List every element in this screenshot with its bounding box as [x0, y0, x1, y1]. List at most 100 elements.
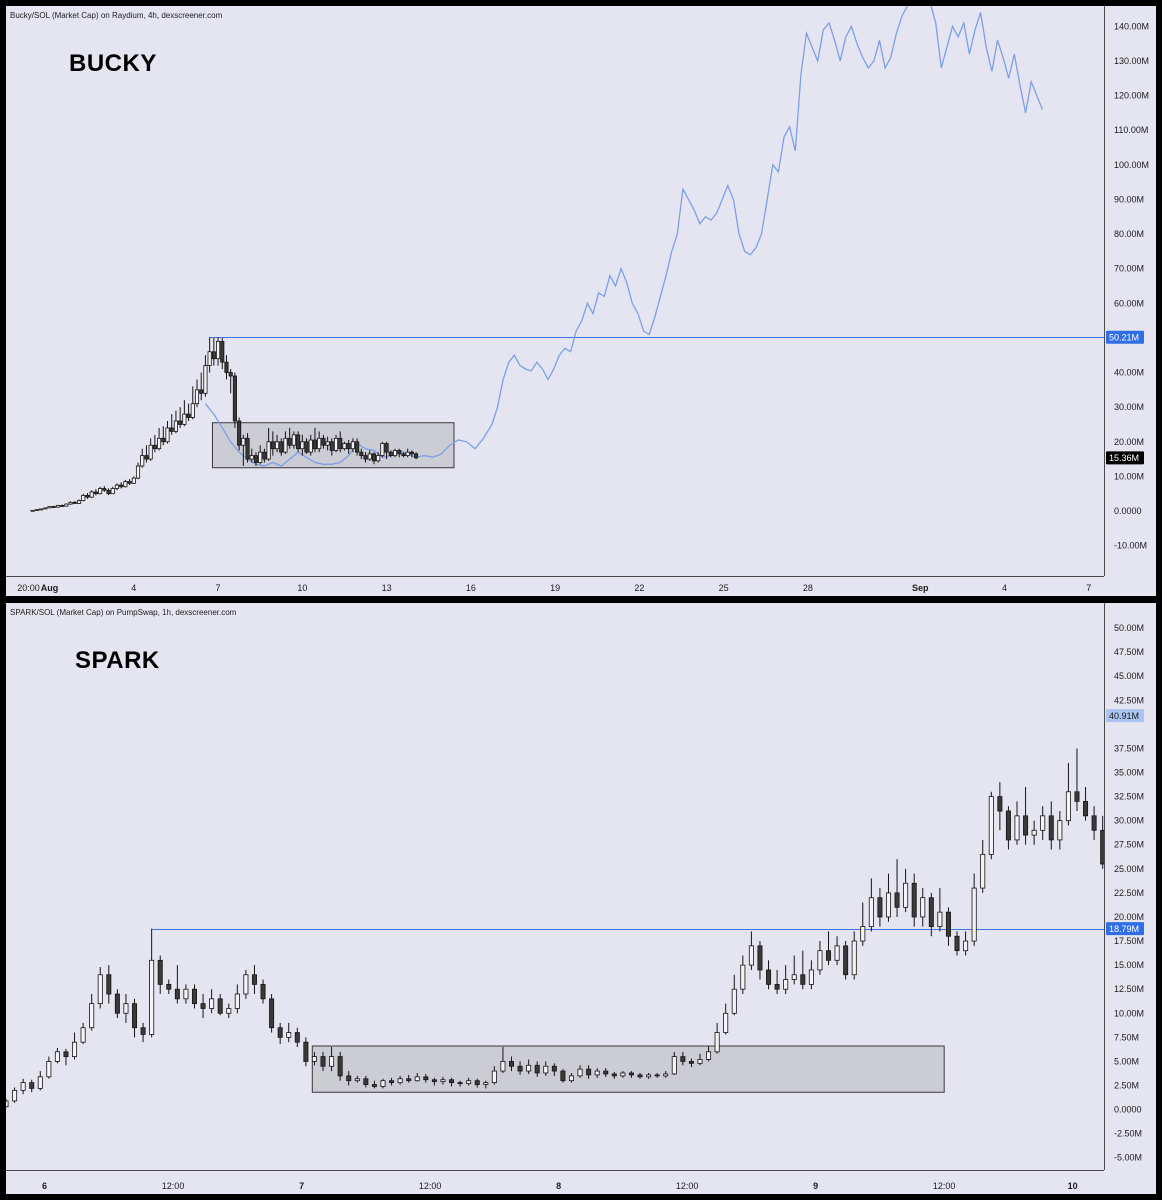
plot-area: [30, 6, 1104, 512]
candle-body: [123, 481, 128, 488]
candle-body: [560, 1070, 566, 1082]
candle-body: [217, 998, 223, 1014]
candle-body: [152, 444, 157, 450]
y-tick-label: -10.00M: [1114, 541, 1147, 551]
candle-body: [885, 892, 891, 918]
candle-body: [320, 1056, 326, 1067]
x-tick-label: 12:00: [676, 1181, 699, 1191]
candle-body: [140, 455, 145, 467]
x-tick-label: 25: [719, 583, 729, 593]
x-tick-label: 6: [42, 1181, 47, 1191]
candle-body: [954, 935, 960, 952]
resistance-price-badge: [1106, 922, 1144, 936]
candle-body: [1023, 815, 1029, 836]
candle-body: [868, 897, 874, 927]
candle-body: [209, 998, 215, 1009]
plot-area: [6, 748, 1104, 1108]
candle-body: [228, 372, 233, 377]
candle-body: [329, 1056, 335, 1067]
candle-body: [945, 911, 951, 937]
x-tick-label: 9: [813, 1181, 818, 1191]
candle-body: [224, 361, 229, 373]
ticker-title: SPARK: [75, 647, 160, 674]
candle-body: [500, 1061, 506, 1072]
candle-body: [283, 437, 288, 453]
candle-body: [414, 1076, 420, 1082]
candle-body: [89, 491, 94, 498]
candle-body: [47, 506, 52, 509]
candle-body: [119, 484, 124, 488]
candle-body: [748, 945, 754, 966]
candle-body: [376, 455, 381, 462]
spark-chart-plot[interactable]: 50.00M 47.50M 45.00M 42.50M 37.50M 35.00M 32.5…: [6, 603, 1156, 1194]
candle-body: [346, 443, 351, 450]
candle-body: [688, 1061, 694, 1064]
candle-body: [338, 437, 343, 450]
candle-body: [388, 451, 393, 457]
y-tick-label: 0.0000: [1114, 1105, 1142, 1115]
candle-body: [226, 1008, 232, 1014]
candle-body: [211, 351, 216, 360]
candle-body: [243, 974, 249, 995]
candle-body: [877, 897, 883, 918]
candle-body: [543, 1065, 549, 1074]
candle-body: [148, 444, 153, 460]
y-tick-label: 7.50M: [1114, 1032, 1139, 1042]
candle-body: [697, 1059, 703, 1064]
y-tick-label: 20.00M: [1114, 912, 1144, 922]
candle-body: [68, 501, 73, 505]
candle-body: [304, 441, 309, 453]
bucky-chart-plot[interactable]: 140.00M 130.00M 120.00M 110.00M 100.00M 90.00…: [6, 6, 1156, 596]
candle-body: [800, 974, 806, 985]
resistance-price-label: 50.21M: [1109, 332, 1139, 342]
candle-body: [526, 1064, 532, 1072]
candle-body: [409, 451, 414, 455]
candle-body: [774, 983, 780, 990]
candle-body: [680, 1056, 686, 1062]
candle-body: [628, 1072, 634, 1076]
candle-body: [251, 974, 257, 985]
candle-body: [367, 453, 372, 460]
resistance-price-badge: [1106, 330, 1144, 344]
candle-body: [89, 1003, 95, 1029]
y-tick-label: 30.00M: [1114, 816, 1144, 826]
candle-body: [706, 1051, 712, 1060]
candle-body: [157, 959, 163, 985]
x-tick-label: 28: [803, 583, 813, 593]
candle-body: [123, 1003, 129, 1014]
candle-body: [46, 1061, 52, 1078]
candle-body: [325, 441, 330, 446]
candle-body: [363, 455, 368, 460]
resistance-price-label: 18.79M: [1109, 924, 1139, 934]
candle-body: [207, 351, 212, 367]
candle-body: [190, 403, 195, 418]
candle-body: [611, 1073, 617, 1077]
candle-body: [517, 1065, 523, 1072]
x-tick-label: 7: [1086, 583, 1091, 593]
candle-body: [333, 437, 339, 451]
candle-body: [997, 796, 1003, 812]
candle-body: [350, 441, 355, 450]
candle-body: [216, 340, 221, 360]
y-tick-label: 60.00M: [1114, 298, 1144, 308]
y-tick-label: 47.50M: [1114, 647, 1144, 657]
candle-body: [920, 897, 926, 918]
candle-body: [397, 450, 402, 455]
candle-body: [253, 455, 259, 463]
candle-body: [294, 1032, 300, 1043]
x-tick-label: 4: [1002, 583, 1007, 593]
candle-body: [1057, 820, 1063, 841]
candle-body: [817, 950, 823, 971]
market-cap-line: [204, 6, 1044, 467]
y-tick-label: 50.00M: [1114, 623, 1144, 633]
candle-body: [200, 1003, 206, 1009]
candle-body: [1005, 810, 1011, 841]
candle-body: [371, 453, 376, 462]
candle-body: [234, 993, 240, 1009]
candle-body: [843, 945, 849, 976]
candle-body: [245, 437, 250, 460]
candle-body: [98, 488, 103, 495]
candle-body: [173, 420, 178, 432]
x-tick-label: 16: [466, 583, 476, 593]
candle-body: [508, 1061, 514, 1067]
